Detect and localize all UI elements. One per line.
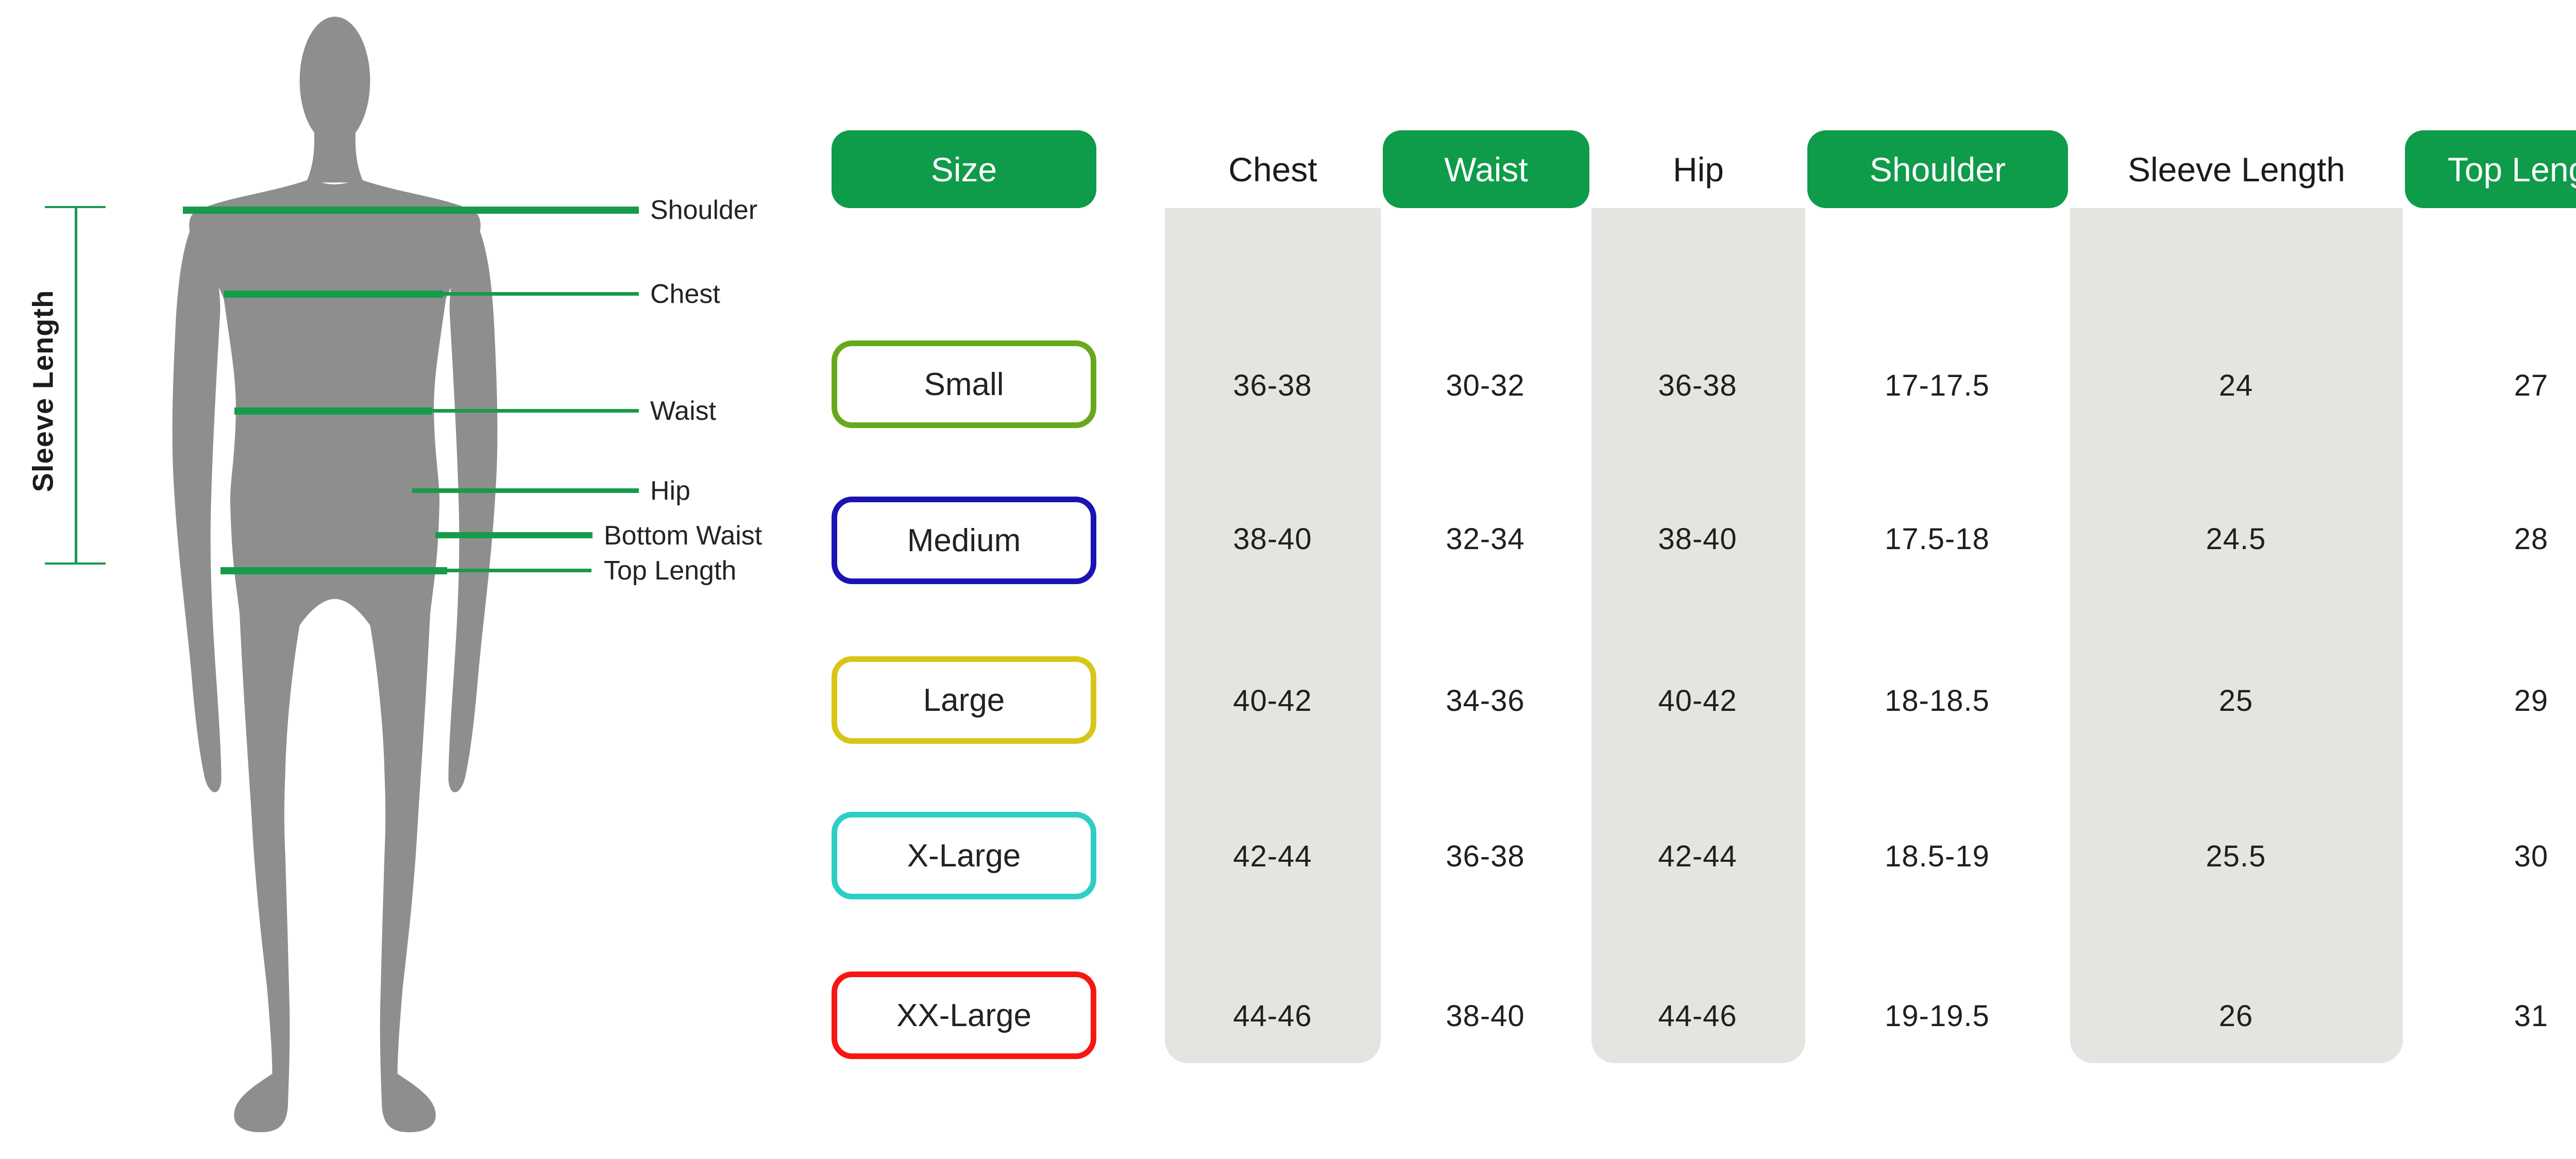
size-button-large[interactable]: Large	[832, 656, 1096, 744]
top-length-measure-line	[221, 567, 447, 574]
bottom-waist-measure-line	[435, 532, 592, 538]
sleeve-length-bottom-cap	[45, 563, 106, 565]
cell-medium-chest: 38-40	[1233, 522, 1312, 556]
cell-x-large-shoulder: 18.5-19	[1885, 840, 1990, 873]
cell-small-sleeve-length: 24	[2218, 369, 2253, 402]
header-shoulder: Shoulder	[1807, 130, 2068, 208]
header-chest: Chest	[1165, 130, 1381, 208]
cell-small-top-length: 27	[2514, 369, 2549, 402]
cell-xx-large-hip: 44-46	[1658, 999, 1737, 1033]
cell-small-hip: 36-38	[1658, 369, 1737, 402]
cell-medium-shoulder: 17.5-18	[1885, 522, 1990, 556]
cell-large-sleeve-length: 25	[2218, 684, 2253, 718]
chest-column-band	[1165, 208, 1381, 1063]
shoulder-measure-line	[183, 207, 639, 214]
male-body-silhouette	[172, 16, 498, 1133]
size-button-medium[interactable]: Medium	[832, 497, 1096, 584]
chest-measure-line	[224, 291, 443, 298]
waist-measure-line	[234, 407, 432, 415]
chest-label: Chest	[650, 279, 720, 309]
cell-xx-large-chest: 44-46	[1233, 999, 1312, 1033]
cell-large-waist: 34-36	[1446, 684, 1525, 718]
top-length-label: Top Length	[604, 556, 737, 586]
cell-medium-sleeve-length: 24.5	[2206, 522, 2266, 556]
cell-xx-large-sleeve-length: 26	[2218, 999, 2253, 1033]
cell-large-hip: 40-42	[1658, 684, 1737, 718]
sleeve-length-vertical-label: Sleeve Length	[26, 289, 59, 492]
hip-column-band	[1591, 208, 1805, 1063]
bottom-waist-label: Bottom Waist	[604, 521, 762, 551]
cell-x-large-waist: 36-38	[1446, 840, 1525, 873]
header-size: Size	[832, 130, 1096, 208]
torso-and-legs	[189, 178, 481, 1133]
hip-measure-line	[412, 488, 639, 493]
top-length-leader-line	[445, 569, 591, 572]
size-button-x-large[interactable]: X-Large	[832, 812, 1096, 899]
cell-small-chest: 36-38	[1233, 369, 1312, 402]
waist-leader-line	[429, 409, 639, 413]
left-arm	[172, 216, 222, 792]
right-arm	[448, 216, 498, 792]
cell-medium-hip: 38-40	[1658, 522, 1737, 556]
sleeve-length-top-cap	[45, 206, 106, 208]
waist-label: Waist	[650, 396, 717, 426]
sleeve-length-column-band	[2070, 208, 2403, 1063]
header-hip: Hip	[1591, 130, 1805, 208]
cell-large-top-length: 29	[2514, 684, 2549, 718]
header-top-length: Top Length	[2405, 130, 2576, 208]
hip-label: Hip	[650, 476, 691, 506]
cell-x-large-chest: 42-44	[1233, 840, 1312, 873]
neck	[306, 126, 364, 183]
shoulder-label: Shoulder	[650, 195, 758, 225]
cell-medium-top-length: 28	[2514, 522, 2549, 556]
header-waist: Waist	[1383, 130, 1589, 208]
cell-small-shoulder: 17-17.5	[1885, 369, 1990, 402]
size-button-xx-large[interactable]: XX-Large	[832, 971, 1096, 1059]
cell-medium-waist: 32-34	[1446, 522, 1525, 556]
chest-leader-line	[440, 292, 639, 296]
header-sleeve-length: Sleeve Length	[2070, 130, 2403, 208]
cell-x-large-top-length: 30	[2514, 840, 2549, 873]
head	[299, 16, 370, 145]
cell-xx-large-shoulder: 19-19.5	[1885, 999, 1990, 1033]
cell-large-shoulder: 18-18.5	[1885, 684, 1990, 718]
cell-small-waist: 30-32	[1446, 369, 1525, 402]
cell-x-large-hip: 42-44	[1658, 840, 1737, 873]
cell-xx-large-waist: 38-40	[1446, 999, 1525, 1033]
size-button-small[interactable]: Small	[832, 340, 1096, 428]
sleeve-length-dimension-line	[75, 206, 77, 564]
cell-xx-large-top-length: 31	[2514, 999, 2549, 1033]
cell-large-chest: 40-42	[1233, 684, 1312, 718]
cell-x-large-sleeve-length: 25.5	[2206, 840, 2266, 873]
